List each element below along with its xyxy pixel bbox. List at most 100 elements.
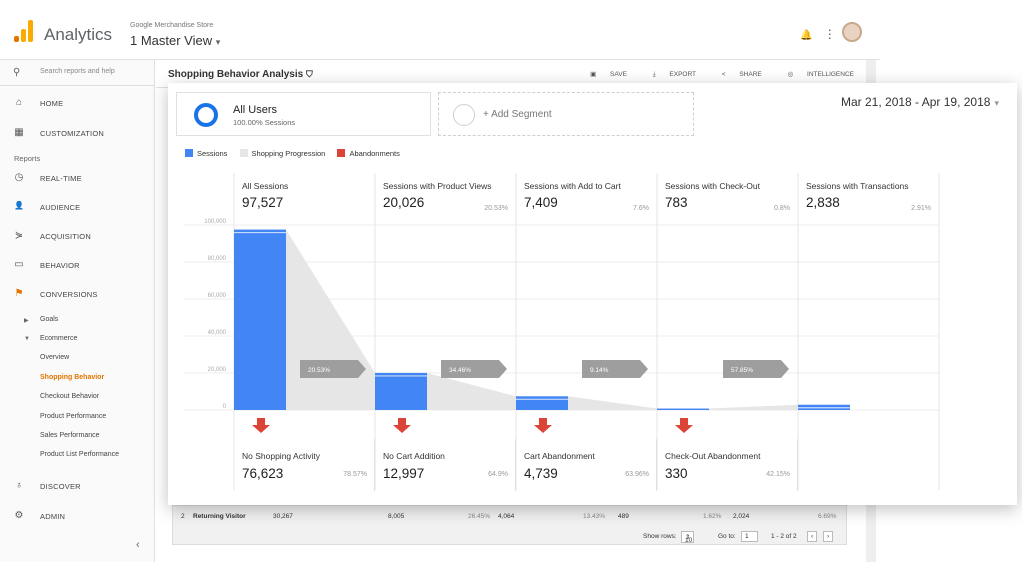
abandonment-label: Check-Out Abandonment xyxy=(665,451,761,461)
app-name: Analytics xyxy=(44,25,113,44)
account-name[interactable]: Google Merchandise Store xyxy=(130,22,214,29)
share-button[interactable]: < SHARE xyxy=(710,71,762,78)
export-button[interactable]: ⤓ EXPORT xyxy=(641,71,696,78)
person-icon: 👤 xyxy=(14,201,24,210)
avatar[interactable] xyxy=(842,22,862,42)
table-cell: 2 xyxy=(181,513,185,520)
lightbulb-icon: ♁ xyxy=(15,480,23,491)
date-range-picker[interactable]: Mar 21, 2018 - Apr 19, 2018 ▾ xyxy=(841,95,999,109)
funnel-chart: 0 20,000 40,000 60,000 80,000 100,000 20.53% 34… xyxy=(168,163,1017,505)
bar-sessions xyxy=(516,396,568,410)
view-selector[interactable]: 1 Master View ▾ xyxy=(130,33,220,48)
stage-label: Sessions with Add to Cart xyxy=(524,181,621,191)
sidebar-item-conversions[interactable]: ⚑ CONVERSIONS xyxy=(0,285,155,305)
y-tick-label: 20,000 xyxy=(208,367,227,373)
sidebar-item-home[interactable]: ⌂ HOME xyxy=(0,94,155,114)
sidebar-item-sales-performance[interactable]: Sales Performance xyxy=(40,432,100,439)
prev-page-button[interactable]: ‹ xyxy=(807,531,818,542)
table-row[interactable]: 2 Returning Visitor 30,267 8,005 26.45% … xyxy=(173,508,848,526)
bar-sessions xyxy=(234,229,286,410)
sidebar-item-shopping-behavior[interactable]: Shopping Behavior xyxy=(40,374,105,381)
abandonment-value: 12,997 xyxy=(383,466,425,481)
legend-item-progression: Shopping Progression xyxy=(239,149,325,158)
collapse-icon[interactable]: ▼ xyxy=(24,336,30,342)
reports-label: Reports xyxy=(14,154,41,163)
report-actions: ▣ SAVE ⤓ EXPORT < SHARE ◎ INTELLIGENCE xyxy=(566,70,854,79)
sidebar-item-overview[interactable]: Overview xyxy=(40,354,70,361)
legend-item-abandonments: Abandonments xyxy=(337,149,400,158)
add-segment-button[interactable]: + Add Segment xyxy=(438,92,694,136)
table-cell: 1.62% xyxy=(703,513,722,520)
segment-name: All Users xyxy=(233,104,278,116)
progression-band xyxy=(568,396,657,410)
abandonment-arrow-icon xyxy=(534,418,552,433)
stage-header: Sessions with Transactions 2,838 2.91% xyxy=(806,181,939,212)
intelligence-button[interactable]: ◎ INTELLIGENCE xyxy=(776,71,854,78)
sidebar-item-product-performance[interactable]: Product Performance xyxy=(40,413,107,420)
behavior-icon: ▭ xyxy=(14,259,24,270)
sidebar-item-behavior[interactable]: ▭ BEHAVIOR xyxy=(0,256,155,276)
legend-item-sessions: Sessions xyxy=(185,149,227,158)
progression-arrow xyxy=(441,360,507,378)
abandonment-box: No Cart Addition 12,997 64.9% xyxy=(375,439,516,491)
sidebar-item-discover[interactable]: ♁ DISCOVER xyxy=(0,477,155,497)
view-name: 1 Master View xyxy=(130,33,213,48)
legend: Sessions Shopping Progression Abandonmen… xyxy=(185,149,410,161)
analytics-logo-icon[interactable] xyxy=(14,20,36,42)
sidebar-item-label: BEHAVIOR xyxy=(40,261,80,270)
segment-all-users[interactable]: All Users 100.00% Sessions xyxy=(176,92,431,136)
sidebar-item-checkout-behavior[interactable]: Checkout Behavior xyxy=(40,393,100,400)
empty-ring-icon xyxy=(453,104,475,126)
expand-icon[interactable]: ▶ xyxy=(24,318,29,324)
sidebar-item-label: AUDIENCE xyxy=(40,203,81,212)
top-bar: Analytics Google Merchandise Store 1 Mas… xyxy=(0,0,880,60)
sidebar-item-customization[interactable]: ▦ CUSTOMIZATION xyxy=(0,124,155,144)
page-title: Shopping Behavior Analysis ⛉ xyxy=(168,69,313,80)
abandonment-arrow-icon xyxy=(393,418,411,433)
sidebar-item-realtime[interactable]: ◷ REAL-TIME xyxy=(0,169,155,189)
table-cell: 489 xyxy=(618,513,629,520)
verified-icon: ⛉ xyxy=(306,69,313,79)
collapse-sidebar-icon[interactable]: ‹ xyxy=(136,539,140,551)
sidebar-item-acquisition[interactable]: ⋟ ACQUISITION xyxy=(0,227,155,247)
next-page-button[interactable]: › xyxy=(823,531,834,542)
legend-label: Sessions xyxy=(197,149,228,158)
save-button[interactable]: ▣ SAVE xyxy=(578,71,627,78)
abandonment-percent: 78.57% xyxy=(343,471,367,478)
abandonment-value: 4,739 xyxy=(524,466,558,481)
export-label: EXPORT xyxy=(669,71,696,78)
search-row[interactable]: ⚲ Search reports and help xyxy=(0,60,155,86)
search-icon: ⚲ xyxy=(13,67,21,78)
sidebar-item-product-list-performance[interactable]: Product List Performance xyxy=(40,451,119,458)
sidebar-item-goals[interactable]: Goals xyxy=(40,316,59,323)
bar-sessions xyxy=(375,372,427,410)
table-cell: 2,024 xyxy=(733,513,750,520)
date-range-label: Mar 21, 2018 - Apr 19, 2018 xyxy=(841,95,991,109)
show-rows-select[interactable]: 10 ⇕ xyxy=(681,531,695,544)
goto-label: Go to: xyxy=(718,533,736,540)
show-rows-label: Show rows: xyxy=(643,533,677,540)
sidebar-item-audience[interactable]: 👤 AUDIENCE xyxy=(0,198,155,218)
bell-icon[interactable]: 🔔 xyxy=(800,30,813,41)
progression-arrow xyxy=(723,360,789,378)
report-title: Shopping Behavior Analysis xyxy=(168,69,304,80)
y-tick-label: 40,000 xyxy=(208,330,227,336)
more-vert-icon[interactable]: ⋮ xyxy=(823,27,836,41)
download-icon: ⤓ xyxy=(652,71,656,78)
stage-value: 2,838 xyxy=(806,195,840,210)
search-input[interactable]: Search reports and help xyxy=(40,68,115,75)
home-icon: ⌂ xyxy=(15,97,23,108)
sidebar-item-ecommerce[interactable]: Ecommerce xyxy=(40,335,78,342)
abandonment-percent: 64.9% xyxy=(488,471,508,478)
abandonment-value: 330 xyxy=(665,466,688,481)
sidebar-item-label: DISCOVER xyxy=(40,482,81,491)
save-label: SAVE xyxy=(610,71,627,78)
topbar-icons: 🔔 ⋮ xyxy=(800,27,836,41)
stage-label: Sessions with Transactions xyxy=(806,181,909,191)
goto-input[interactable]: 1 xyxy=(741,531,758,542)
stage-header: Sessions with Product Views 20,026 20.53% xyxy=(383,181,516,212)
stage-label: Sessions with Product Views xyxy=(383,181,492,191)
pagination: Show rows: 10 ⇕ Go to: 1 1 - 2 of 2 ‹ › xyxy=(173,528,848,546)
sidebar-item-admin[interactable]: ⚙ ADMIN xyxy=(0,507,155,527)
stage-percent: 0.8% xyxy=(774,205,790,212)
